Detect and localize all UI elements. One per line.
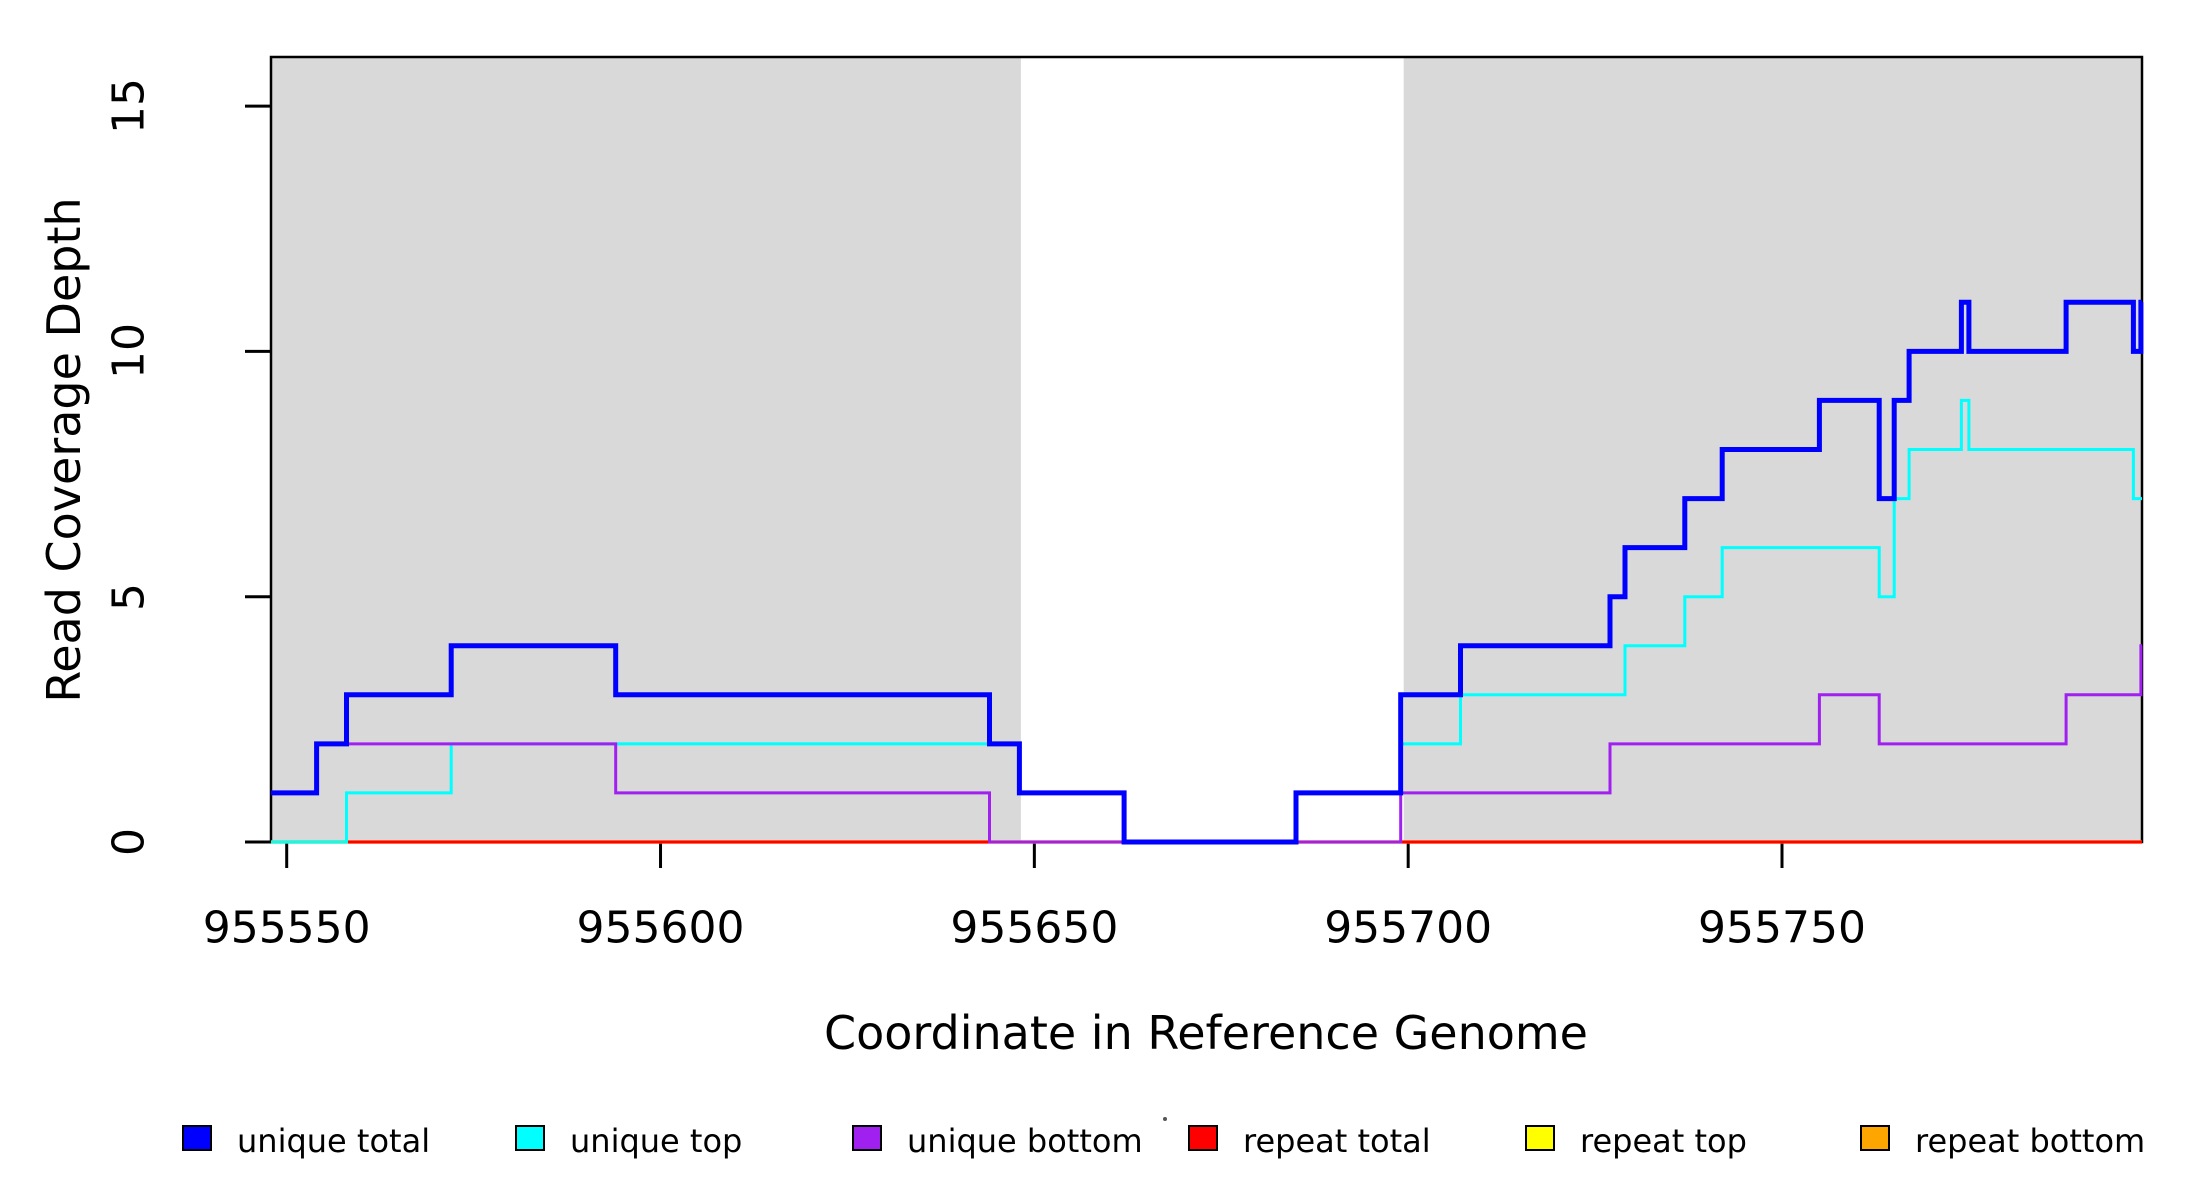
legend-stray-dot <box>1163 1117 1167 1121</box>
x-tick-label-955600: 955600 <box>576 902 745 954</box>
series-unique-total <box>271 299 2144 845</box>
legend-swatch-icon <box>1525 1125 1555 1151</box>
shaded-region-1 <box>271 57 1021 842</box>
legend-swatch-icon <box>1188 1125 1218 1151</box>
x-tick-label-955650: 955650 <box>950 902 1119 954</box>
legend-label: repeat top <box>1580 1122 1747 1160</box>
x-tick-label-955750: 955750 <box>1698 902 1866 954</box>
series-unique-bottom <box>271 644 2143 844</box>
legend-label: repeat bottom <box>1915 1122 2146 1160</box>
x-axis-title: Coordinate in Reference Genome <box>824 1006 1588 1060</box>
legend-swatch-icon <box>852 1125 882 1151</box>
legend-label: unique bottom <box>907 1122 1143 1160</box>
y-axis-title: Read Coverage Depth <box>37 197 91 703</box>
legend-swatch-icon <box>182 1125 212 1151</box>
legend-label: unique total <box>237 1122 431 1160</box>
y-tick-label-0: 0 <box>103 828 155 856</box>
x-tick-label-955700: 955700 <box>1324 902 1493 954</box>
legend-label: repeat total <box>1243 1122 1431 1160</box>
y-tick-label-15: 15 <box>103 78 155 135</box>
y-tick-label-5: 5 <box>103 582 155 611</box>
legend-swatch-icon <box>1860 1125 1890 1151</box>
y-tick-label-10: 10 <box>103 323 155 380</box>
legend-label: unique top <box>570 1122 743 1160</box>
x-tick-label-955550: 955550 <box>202 902 371 954</box>
legend-swatch-icon <box>515 1125 545 1151</box>
